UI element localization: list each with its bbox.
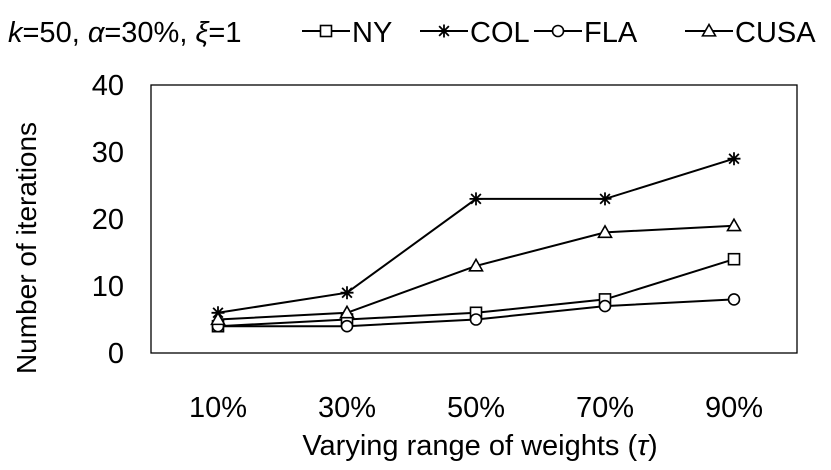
series-cusa: [210, 217, 742, 326]
x-tick-label-10pct: 10%: [189, 392, 247, 424]
series-col: [211, 152, 741, 320]
x-tick-label-70pct: 70%: [576, 392, 634, 424]
chart-params-label: k=50, α=30%, ξ=1: [8, 17, 242, 49]
legend-item-col: COL: [420, 17, 530, 49]
series-fla: [211, 293, 741, 333]
legend-item-ny: NY: [302, 17, 392, 49]
y-tick-label-40: 40: [92, 70, 124, 102]
series-line-cusa: [217, 224, 735, 321]
y-axis-title: Number of iterations: [11, 122, 42, 374]
y-tick-label-0: 0: [108, 338, 124, 370]
x-tick-label-90pct: 90%: [705, 392, 763, 424]
legend-label-cusa: CUSA: [735, 17, 816, 49]
x-axis-ticks: 10% 30% 50% 70% 90%: [189, 392, 763, 424]
legend-marker-cusa: [701, 22, 717, 37]
data-point-fla-70pct: [598, 299, 612, 313]
y-tick-label-10: 10: [92, 271, 124, 303]
data-point-col-50pct: [469, 192, 483, 206]
data-point-cusa-10pct: [210, 311, 226, 326]
legend: NY COL FLA CUSA: [302, 17, 816, 49]
data-point-cusa-30pct: [339, 304, 355, 319]
y-axis-ticks: 0 10 20 30 40: [92, 70, 124, 370]
data-point-fla-30pct: [340, 319, 354, 333]
y-tick-label-30: 30: [92, 137, 124, 169]
legend-label-col: COL: [470, 17, 530, 49]
series-line-col: [217, 157, 735, 314]
legend-item-cusa: CUSA: [685, 17, 816, 49]
data-point-col-30pct: [340, 286, 354, 300]
legend-marker-fla: [551, 24, 565, 38]
legend-label-fla: FLA: [584, 17, 638, 49]
legend-label-ny: NY: [352, 17, 392, 49]
data-point-cusa-90pct: [726, 217, 742, 232]
x-tick-label-50pct: 50%: [447, 392, 505, 424]
legend-marker-ny: [319, 24, 333, 38]
legend-marker-col: [437, 24, 451, 38]
y-tick-label-20: 20: [92, 204, 124, 236]
legend-item-fla: FLA: [534, 17, 638, 49]
x-tick-label-30pct: 30%: [318, 392, 376, 424]
data-point-col-90pct: [727, 152, 741, 166]
data-point-fla-90pct: [727, 293, 741, 306]
plot-area-frame: [150, 84, 798, 354]
data-point-ny-90pct: [727, 252, 741, 266]
data-point-cusa-50pct: [468, 257, 484, 272]
data-point-cusa-70pct: [597, 224, 613, 239]
data-point-fla-50pct: [469, 313, 483, 326]
x-axis-title: Varying range of weights (τ): [302, 430, 657, 462]
data-point-col-70pct: [598, 192, 612, 206]
series-layer: [210, 152, 742, 333]
